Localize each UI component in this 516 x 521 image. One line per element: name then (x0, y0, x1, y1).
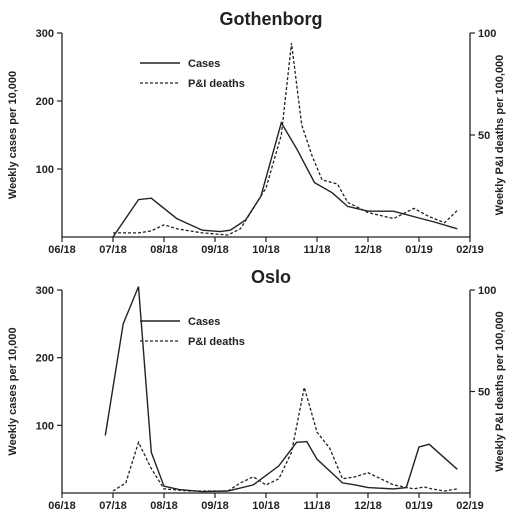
panel-1-legend-cases-label: Cases (188, 58, 220, 70)
panel-2-y2-axis-label: Weekly P&I deaths per 100,000 (494, 311, 506, 472)
panel-2-y-tick-label: 100 (36, 420, 54, 432)
panel-1-y2-tick-label: 100 (478, 28, 496, 40)
panel-1-x-tick-label: 01/19 (405, 244, 433, 256)
panel-2-y2-tick-label: 100 (478, 285, 496, 297)
panel-1-x-tick-label: 09/18 (201, 244, 229, 256)
panel-1-x-tick-label: 11/18 (304, 244, 331, 256)
panel-1-y2-axis-label: Weekly P&I deaths per 100,000 (494, 55, 506, 216)
panel-1-y-axis-label: Weekly cases per 10,000 (7, 71, 19, 199)
panel-2-y-tick-label: 200 (36, 353, 54, 365)
panel-2-title: Oslo (251, 267, 291, 287)
panel-1-x-tick-label: 10/18 (252, 244, 280, 256)
panel-1-title: Gothenborg (220, 9, 323, 29)
panel-1-y2-tick-label: 50 (478, 130, 490, 142)
panel-2-y2-tick-label: 50 (478, 387, 490, 399)
panel-1-deaths-line (113, 43, 458, 236)
panel-1-legend-deaths-label: P&I deaths (188, 78, 245, 90)
panel-2-x-tick-label: 07/18 (99, 500, 127, 512)
panel-2-legend-cases-label: Cases (188, 316, 220, 328)
panel-1-y-tick-label: 200 (36, 96, 54, 108)
panel-2-cases-line (104, 286, 458, 493)
panel-1-x-tick-label: 07/18 (99, 244, 127, 256)
panel-1-x-tick-label: 08/18 (150, 244, 178, 256)
panel-2-x-tick-label: 02/19 (456, 500, 484, 512)
panel-2-x-tick-label: 01/19 (405, 500, 433, 512)
panel-2-legend-deaths-label: P&I deaths (188, 336, 245, 348)
panel-2-y-tick-label: 300 (36, 285, 54, 297)
panel-1-cases-line (112, 121, 458, 238)
panel-1-y-tick-label: 300 (36, 28, 54, 40)
panel-2-x-tick-label: 12/18 (354, 500, 382, 512)
panel-1-y-tick-label: 100 (36, 164, 54, 176)
panel-2-x-tick-label: 11/18 (304, 500, 331, 512)
panel-2-x-tick-label: 06/18 (48, 500, 76, 512)
panel-2-x-tick-label: 10/18 (252, 500, 280, 512)
panel-2-x-tick-label: 09/18 (201, 500, 229, 512)
panel-2-deaths-line (112, 387, 458, 492)
panel-2-y-axis-label: Weekly cases per 10,000 (7, 327, 19, 455)
panel-2-x-tick-label: 08/18 (150, 500, 178, 512)
panel-1-x-tick-label: 02/19 (456, 244, 484, 256)
panel-1-x-tick-label: 06/18 (48, 244, 76, 256)
panel-1-x-tick-label: 12/18 (354, 244, 382, 256)
